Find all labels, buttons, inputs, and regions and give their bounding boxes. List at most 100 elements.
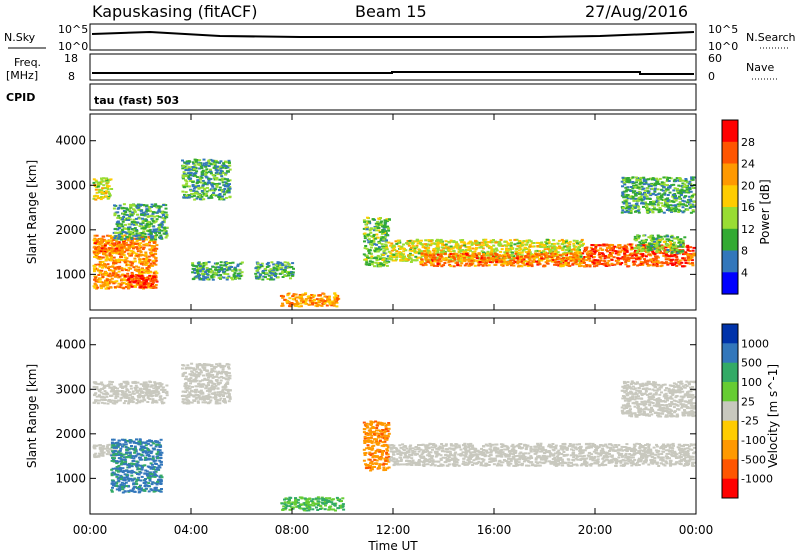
data-cell <box>113 267 117 270</box>
data-cell <box>205 171 209 174</box>
data-cell <box>623 258 627 261</box>
data-cell <box>367 241 371 244</box>
data-cell <box>288 270 292 273</box>
data-cell <box>96 268 99 271</box>
data-cell <box>295 301 299 304</box>
data-cell <box>193 174 197 177</box>
data-cell <box>603 255 607 258</box>
data-cell <box>151 235 155 238</box>
data-cell <box>661 204 665 207</box>
data-cell <box>387 229 391 232</box>
data-cell <box>477 257 481 260</box>
data-cell <box>654 263 657 266</box>
data-cell <box>133 210 137 213</box>
data-cell <box>208 181 212 184</box>
data-cell <box>673 244 677 247</box>
data-cell <box>185 196 189 199</box>
data-cell <box>417 256 421 259</box>
data-cell <box>523 264 527 267</box>
data-cell <box>266 261 270 264</box>
data-cell <box>467 264 471 267</box>
data-cell <box>558 254 562 257</box>
data-cell <box>591 248 595 251</box>
data-cell <box>637 257 641 260</box>
data-cell <box>655 208 659 211</box>
data-cell <box>129 241 133 244</box>
data-cell <box>500 260 504 263</box>
data-cell <box>656 234 660 237</box>
data-cell <box>600 249 604 251</box>
data-cell <box>124 211 128 213</box>
data-cell <box>622 245 626 248</box>
data-cell <box>208 196 212 199</box>
data-cell <box>420 243 424 246</box>
data-cell <box>651 211 655 214</box>
data-cell <box>528 245 532 248</box>
data-cell <box>152 285 156 288</box>
data-cell <box>579 264 583 267</box>
data-cell <box>657 211 661 214</box>
data-cell <box>450 240 454 243</box>
data-cell <box>395 256 399 258</box>
data-cell <box>188 169 192 172</box>
data-cell <box>154 238 158 241</box>
data-cell <box>667 257 671 260</box>
data-cell <box>611 244 615 246</box>
data-cell <box>274 264 278 267</box>
data-cell <box>294 293 298 296</box>
data-cell <box>689 254 693 257</box>
data-cell <box>510 241 513 244</box>
data-cell <box>230 266 234 268</box>
data-cell <box>644 255 648 258</box>
data-cell <box>683 189 687 192</box>
data-cell <box>691 264 695 267</box>
data-cell <box>138 238 142 241</box>
data-cell <box>677 238 681 241</box>
data-cell <box>474 240 478 243</box>
data-cell <box>205 168 209 171</box>
data-cell <box>642 183 646 186</box>
data-cell <box>641 263 645 266</box>
data-cell <box>111 265 115 268</box>
data-cell <box>673 263 677 266</box>
data-cell <box>101 273 105 276</box>
data-cell <box>639 255 643 258</box>
data-cell <box>492 254 496 257</box>
data-cell <box>442 264 446 267</box>
data-cell <box>143 285 147 288</box>
data-cell <box>216 274 220 277</box>
data-cell <box>631 181 635 183</box>
data-cell <box>451 255 455 258</box>
data-cell <box>449 250 453 253</box>
data-cell <box>187 185 191 188</box>
data-cell <box>503 244 507 247</box>
data-cell <box>141 261 145 264</box>
data-cell <box>671 246 675 249</box>
data-cell <box>683 195 687 198</box>
data-cell <box>414 259 418 262</box>
data-cell <box>397 245 401 248</box>
data-cell <box>486 254 490 257</box>
data-cell <box>563 253 567 256</box>
data-cell <box>127 263 131 266</box>
data-cell <box>446 258 450 261</box>
data-cell <box>684 262 688 264</box>
data-cell <box>682 203 685 206</box>
data-cell <box>562 261 566 264</box>
data-cell <box>576 242 579 245</box>
data-cell <box>619 250 623 253</box>
data-cell <box>488 261 492 264</box>
data-cell <box>281 304 285 307</box>
data-cell <box>141 213 145 216</box>
data-cell <box>102 252 106 254</box>
data-cell <box>480 256 484 259</box>
data-cell <box>639 195 643 198</box>
data-cell <box>194 160 198 163</box>
data-cell <box>436 263 440 265</box>
data-cell <box>129 244 133 246</box>
data-cell <box>668 240 672 243</box>
data-cell <box>220 175 224 178</box>
data-cell <box>109 256 113 259</box>
data-cell <box>128 218 132 221</box>
data-cell <box>670 200 674 203</box>
